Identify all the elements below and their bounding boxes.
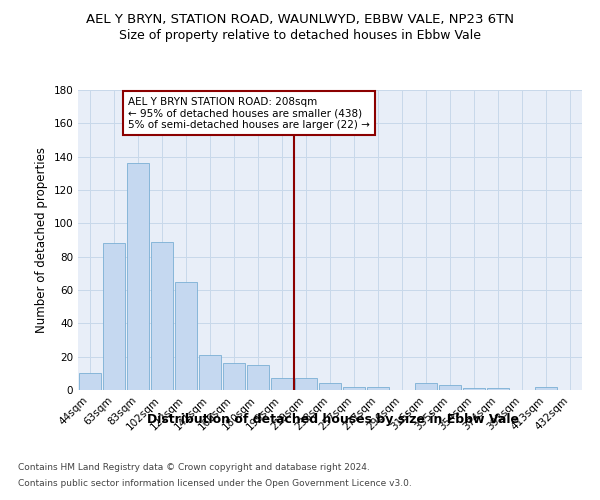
Bar [439, 385, 461, 390]
Bar [271, 378, 293, 390]
Text: Contains HM Land Registry data © Crown copyright and database right 2024.: Contains HM Land Registry data © Crown c… [18, 464, 370, 472]
Bar [247, 365, 269, 390]
Bar [295, 378, 317, 390]
Bar [151, 242, 173, 390]
Bar [319, 384, 341, 390]
Bar [463, 388, 485, 390]
Bar [79, 374, 101, 390]
Bar [103, 244, 125, 390]
Text: Size of property relative to detached houses in Ebbw Vale: Size of property relative to detached ho… [119, 29, 481, 42]
Bar [343, 386, 365, 390]
Text: Contains public sector information licensed under the Open Government Licence v3: Contains public sector information licen… [18, 478, 412, 488]
Bar [535, 386, 557, 390]
Bar [175, 282, 197, 390]
Text: AEL Y BRYN, STATION ROAD, WAUNLWYD, EBBW VALE, NP23 6TN: AEL Y BRYN, STATION ROAD, WAUNLWYD, EBBW… [86, 12, 514, 26]
Bar [223, 364, 245, 390]
Bar [199, 355, 221, 390]
Bar [487, 388, 509, 390]
Bar [415, 384, 437, 390]
Bar [367, 386, 389, 390]
Bar [127, 164, 149, 390]
Text: AEL Y BRYN STATION ROAD: 208sqm
← 95% of detached houses are smaller (438)
5% of: AEL Y BRYN STATION ROAD: 208sqm ← 95% of… [128, 96, 370, 130]
Y-axis label: Number of detached properties: Number of detached properties [35, 147, 48, 333]
Text: Distribution of detached houses by size in Ebbw Vale: Distribution of detached houses by size … [147, 412, 519, 426]
